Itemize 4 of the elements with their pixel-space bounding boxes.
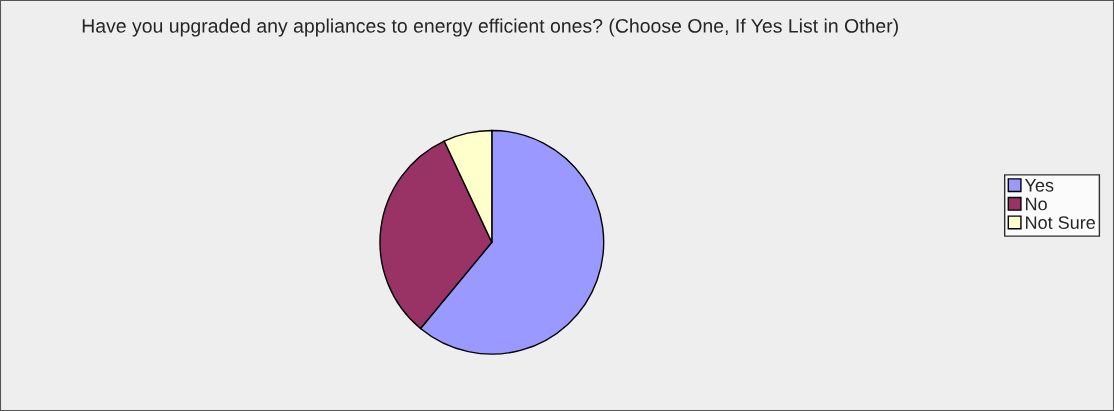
- legend-label: No: [1026, 197, 1047, 211]
- legend-label: Not Sure: [1026, 216, 1095, 229]
- legend-label: Yes: [1024, 179, 1054, 192]
- chart-title: Have you upgraded any appliances to energy efficient ones? (Choose One, If Yes List in Other): [82, 18, 898, 37]
